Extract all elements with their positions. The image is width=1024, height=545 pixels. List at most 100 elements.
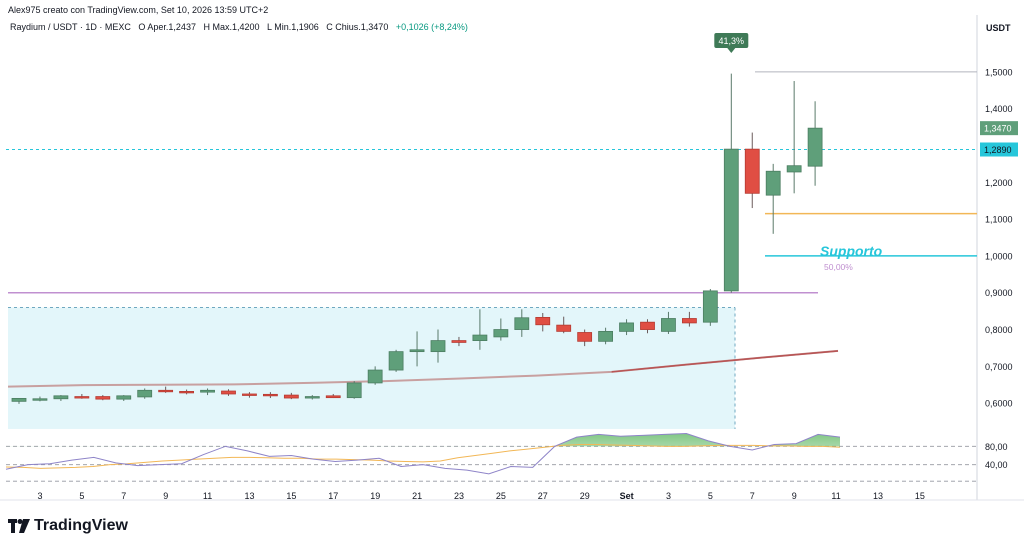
candle [430, 329, 446, 363]
candle [74, 393, 90, 399]
candle [493, 318, 509, 341]
candle-body [619, 322, 634, 332]
candle-body [661, 318, 676, 332]
time-tick-label: 7 [121, 491, 126, 501]
rsi-line [5, 432, 841, 475]
time-tick-label: 29 [580, 491, 590, 501]
candle-body [242, 393, 257, 396]
pct-label-box [714, 33, 749, 48]
time-tick-label: 13 [244, 491, 254, 501]
candle-body [179, 390, 195, 394]
candle [388, 349, 404, 372]
current-price-label: 1,2890 [984, 145, 1012, 155]
candle [158, 386, 174, 393]
candle-body [11, 397, 27, 402]
close-value: Chius.1,3470 [335, 22, 389, 32]
time-tick-label: 15 [286, 491, 296, 501]
candle [765, 163, 781, 234]
candle-body [346, 382, 362, 399]
candle [346, 381, 362, 399]
low-label: L [267, 22, 272, 32]
candle [640, 319, 655, 334]
candle [682, 311, 697, 327]
candle-body [702, 290, 718, 323]
time-tick-label: 5 [708, 491, 713, 501]
candle [262, 392, 278, 399]
time-tick-label: Set [620, 491, 634, 501]
time-tick-label: 3 [37, 491, 42, 501]
price-tick-label: 1,1000 [985, 215, 1013, 225]
candle-body [137, 389, 153, 398]
candle-body [53, 395, 69, 400]
candle-body [765, 170, 781, 196]
high-value: Max.1,4200 [212, 22, 260, 32]
rsi-tick-label: 80,00 [985, 442, 1008, 452]
candle-body [744, 148, 760, 194]
change-value: +0,1026 (+8,24%) [395, 22, 468, 32]
price-tick-label: 0,6000 [985, 399, 1013, 409]
price-tick-label: 1,5000 [985, 67, 1013, 77]
candle-body [598, 330, 613, 342]
candle-body [640, 321, 655, 330]
chart-header: Alex975 creato con TradingView.com, Set … [8, 5, 269, 15]
candle-body [367, 369, 383, 384]
candle [472, 309, 488, 350]
candle [242, 392, 257, 398]
time-tick-label: 3 [666, 491, 671, 501]
candle-body [283, 394, 299, 399]
time-tick-label: 25 [496, 491, 506, 501]
candle-body [682, 318, 697, 324]
time-tick-label: 9 [792, 491, 797, 501]
time-tick-label: 27 [538, 491, 548, 501]
candle [451, 336, 467, 347]
candle [702, 289, 718, 326]
consolidation-zone [8, 307, 735, 429]
candle-body [388, 351, 404, 371]
rsi-tick-label: 40,00 [985, 460, 1008, 470]
candle [661, 311, 676, 334]
candle-body [535, 316, 551, 326]
price-tick-label: 1,4000 [985, 104, 1013, 114]
time-tick-label: 5 [79, 491, 84, 501]
support-annotation: Supporto [820, 243, 883, 259]
last-price-box [980, 121, 1018, 136]
candle [179, 389, 195, 395]
candle-body [556, 324, 572, 332]
price-tick-label: 1,2000 [985, 178, 1013, 188]
price-unit: USDT [986, 23, 1011, 33]
price-tick-label: 0,9000 [985, 288, 1013, 298]
candle-body [472, 334, 488, 341]
candle-body [158, 389, 174, 393]
candle [619, 319, 634, 336]
time-tick-label: 23 [454, 491, 464, 501]
candle [137, 388, 153, 399]
time-tick-label: 17 [328, 491, 338, 501]
candle-body [723, 148, 739, 292]
price-tick-label: 1,0000 [985, 251, 1013, 261]
candle [325, 393, 341, 399]
candle [53, 395, 69, 401]
candle [200, 388, 215, 396]
close-label: C [326, 22, 333, 32]
pct-label: 41,3% [719, 36, 745, 46]
candle-body [74, 396, 90, 399]
candle [304, 395, 320, 400]
high-label: H [203, 22, 210, 32]
candle [32, 396, 48, 402]
time-tick-label: 21 [412, 491, 422, 501]
time-tick-label: 13 [873, 491, 883, 501]
candle-body [200, 389, 215, 393]
time-tick-label: 19 [370, 491, 380, 501]
time-tick-label: 7 [750, 491, 755, 501]
tradingview-logo-icon [8, 519, 30, 533]
brand-logo: TradingView [8, 515, 128, 537]
candle [556, 316, 572, 334]
candle-body [221, 390, 236, 395]
low-value: Min.1,1906 [274, 22, 319, 32]
candle-body [116, 395, 132, 400]
candle-body [409, 349, 425, 353]
pct-label-pointer [727, 48, 736, 53]
candle [95, 395, 111, 401]
candle [409, 331, 425, 367]
